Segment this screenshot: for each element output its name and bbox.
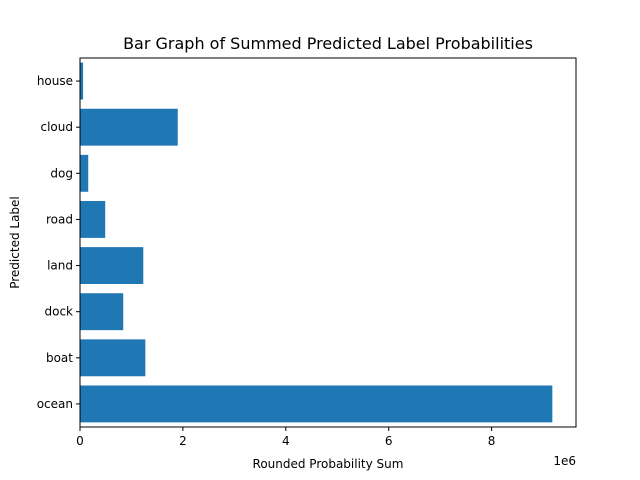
y-tick-label-road: road bbox=[46, 212, 73, 226]
ticks-group: ocean boat dock land road dog cloud house 0 2 4 6 8 bbox=[37, 74, 496, 448]
bar-dog bbox=[80, 154, 89, 192]
bar-cloud bbox=[80, 108, 178, 146]
bar-boat bbox=[80, 339, 146, 377]
axes-frame bbox=[79, 57, 577, 428]
y-tick-label-cloud: cloud bbox=[41, 120, 74, 134]
bars-group bbox=[80, 62, 553, 423]
bar-dock bbox=[80, 293, 124, 331]
x-tick-label: 4 bbox=[282, 434, 290, 448]
x-tick-label: 6 bbox=[385, 434, 393, 448]
x-axis-offset-label: 1e6 bbox=[553, 454, 576, 468]
bar-house bbox=[80, 62, 84, 100]
y-axis-label: Predicted Label bbox=[8, 196, 22, 289]
x-tick-label: 8 bbox=[488, 434, 496, 448]
bar-land bbox=[80, 247, 144, 285]
x-tick-label: 0 bbox=[76, 434, 84, 448]
y-tick-label-boat: boat bbox=[46, 351, 73, 365]
y-tick-label-house: house bbox=[37, 74, 73, 88]
chart-title: Bar Graph of Summed Predicted Label Prob… bbox=[123, 34, 533, 53]
y-tick-label-dog: dog bbox=[50, 166, 73, 180]
x-axis-label: Rounded Probability Sum bbox=[253, 457, 404, 471]
bar-ocean bbox=[80, 385, 553, 423]
y-tick-label-dock: dock bbox=[44, 305, 73, 319]
y-tick-label-ocean: ocean bbox=[37, 397, 73, 411]
bar-road bbox=[80, 200, 106, 238]
x-tick-label: 2 bbox=[179, 434, 187, 448]
y-tick-label-land: land bbox=[47, 259, 73, 273]
